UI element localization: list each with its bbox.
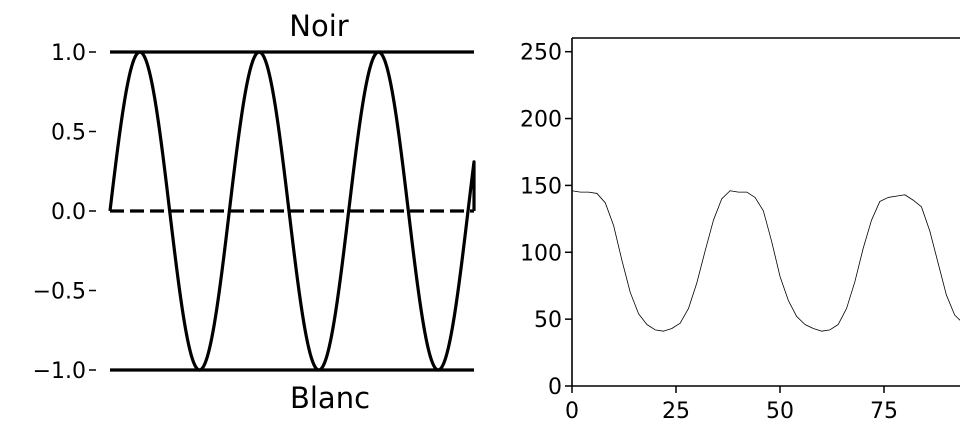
right-chart: 0 50 100 150 200 250 0 25 50 75 <box>520 37 960 424</box>
right-y-tick-label: 150 <box>520 174 562 199</box>
label-top: Noir <box>289 9 348 43</box>
right-y-tick-label: 200 <box>520 108 562 133</box>
sine-wave-line <box>108 50 476 372</box>
label-bottom: Blanc <box>290 381 370 415</box>
right-x-tick-label: 0 <box>565 399 579 424</box>
right-y-tick-label: 0 <box>548 375 562 400</box>
right-x-tick-label: 75 <box>870 399 898 424</box>
left-y-tick-label: −0.5 <box>33 280 86 305</box>
left-y-tick-label: 0.5 <box>51 121 86 146</box>
right-x-tick-label: 25 <box>662 399 690 424</box>
left-y-tick-label: 0.0 <box>51 200 86 225</box>
right-x-tick-label: 50 <box>766 399 794 424</box>
right-y-tick-label: 250 <box>520 41 562 66</box>
intensity-profile-line <box>571 190 960 332</box>
left-chart: 1.0 0.5 0.0 −0.5 −1.0 Noir Blanc <box>33 9 476 415</box>
right-y-tick-label: 50 <box>534 308 562 333</box>
left-y-tick-label: −1.0 <box>33 359 86 384</box>
right-y-tick-label: 100 <box>520 241 562 266</box>
left-y-tick-label: 1.0 <box>51 41 86 66</box>
